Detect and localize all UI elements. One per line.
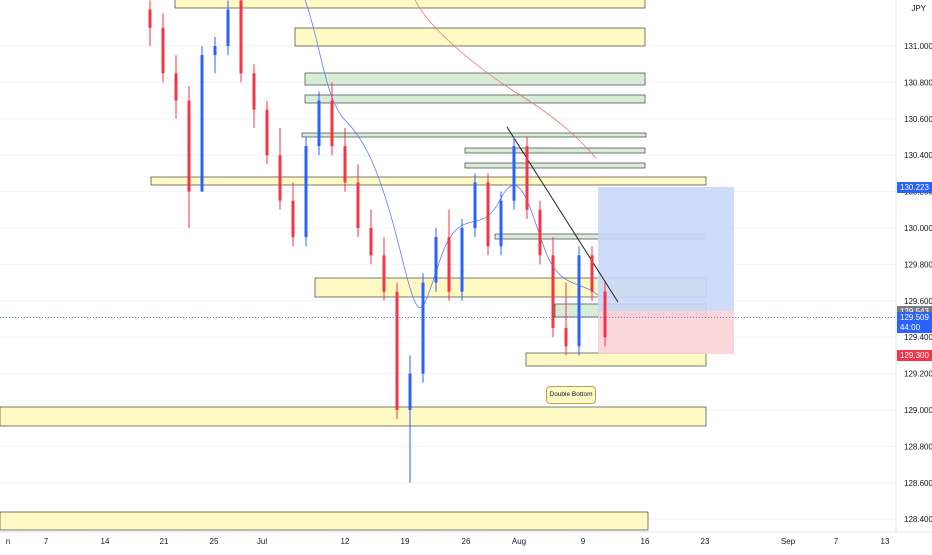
price-zone xyxy=(174,0,646,9)
price-badge: 44:00 xyxy=(897,322,932,334)
x-tick-label: 14 xyxy=(101,537,110,546)
price-badge: 129.543 xyxy=(897,306,932,318)
price-zone xyxy=(304,72,646,86)
candle-body xyxy=(148,9,152,28)
candle-body xyxy=(512,146,516,201)
y-tick-label: 129.000 xyxy=(904,406,932,415)
candle-body xyxy=(447,237,451,292)
candle-body xyxy=(304,146,308,238)
candle-body xyxy=(200,55,204,192)
y-tick-label: 130.600 xyxy=(904,115,932,124)
x-tick-label: Sep xyxy=(781,537,796,546)
price-zone xyxy=(464,162,646,169)
candle-body xyxy=(252,73,256,110)
y-tick-label: 129.800 xyxy=(904,260,932,269)
candle-body xyxy=(525,146,529,210)
candle-body xyxy=(330,100,334,147)
price-zone xyxy=(464,147,646,154)
x-tick-label: 7 xyxy=(44,537,49,546)
y-tick-label: 128.800 xyxy=(904,442,932,451)
y-tick-label: 128.400 xyxy=(904,515,932,524)
x-tick-label: 19 xyxy=(401,537,410,546)
candle-body xyxy=(343,146,347,183)
y-tick-label: 129.600 xyxy=(904,297,932,306)
candle-body xyxy=(486,182,490,247)
candle-body xyxy=(161,27,165,74)
candle-body xyxy=(317,100,321,147)
x-tick-label: 26 xyxy=(462,537,471,546)
y-tick-label: 130.000 xyxy=(904,224,932,233)
price-badge: 130.223 xyxy=(897,182,932,194)
currency-label: JPY xyxy=(911,4,926,13)
candle-body xyxy=(460,228,464,292)
y-tick-label: 130.800 xyxy=(904,78,932,87)
candle-body xyxy=(395,291,399,410)
x-tick-label: 21 xyxy=(160,537,169,546)
candle-body xyxy=(434,237,438,283)
moving-average-slow xyxy=(414,0,597,159)
candle-body xyxy=(265,109,269,156)
x-tick-label: 25 xyxy=(210,537,219,546)
x-tick-label: 12 xyxy=(341,537,350,546)
target-zone xyxy=(598,187,734,311)
y-tick-label: 129.400 xyxy=(904,333,932,342)
price-zone xyxy=(301,132,647,138)
price-zone xyxy=(0,406,707,427)
candle-body xyxy=(239,0,243,74)
stop-zone xyxy=(598,311,734,354)
candle-body xyxy=(174,73,178,101)
candle-body xyxy=(564,328,568,347)
price-zone xyxy=(304,94,646,104)
y-tick-label: 131.000 xyxy=(904,42,932,51)
double-bottom-annotation: Double Bottom xyxy=(546,386,596,404)
candle-body xyxy=(213,46,217,56)
price-badge: 129.509 xyxy=(897,312,932,324)
candle-body xyxy=(473,182,477,228)
candle-body xyxy=(408,373,412,410)
candle-body xyxy=(187,100,191,192)
x-tick-label: 7 xyxy=(834,537,839,546)
x-tick-label: 9 xyxy=(581,537,586,546)
x-tick-label: n xyxy=(6,537,10,546)
candle-body xyxy=(590,255,594,292)
candle-body xyxy=(538,209,542,256)
candle-body xyxy=(369,228,373,256)
candle-body xyxy=(421,282,425,374)
candle-body xyxy=(278,155,282,201)
candle-body xyxy=(382,255,386,292)
price-zone xyxy=(0,511,649,531)
price-zone xyxy=(150,176,707,186)
y-tick-label: 128.600 xyxy=(904,479,932,488)
price-badge: 129.300 xyxy=(897,350,932,362)
price-zone xyxy=(525,352,707,367)
candle-body xyxy=(551,255,555,329)
candle-body xyxy=(499,200,503,247)
x-tick-label: 16 xyxy=(641,537,650,546)
candle-body xyxy=(603,291,607,338)
candle-body xyxy=(291,200,295,238)
x-tick-label: 23 xyxy=(701,537,710,546)
x-tick-label: Aug xyxy=(512,537,526,546)
candle-body xyxy=(356,182,360,228)
y-tick-label: 130.400 xyxy=(904,151,932,160)
price-zone xyxy=(294,27,646,47)
y-tick-label: 129.200 xyxy=(904,370,932,379)
candle-body xyxy=(226,9,230,47)
x-tick-label: 13 xyxy=(881,537,890,546)
x-tick-label: Jul xyxy=(257,537,267,546)
candle-body xyxy=(577,255,581,347)
